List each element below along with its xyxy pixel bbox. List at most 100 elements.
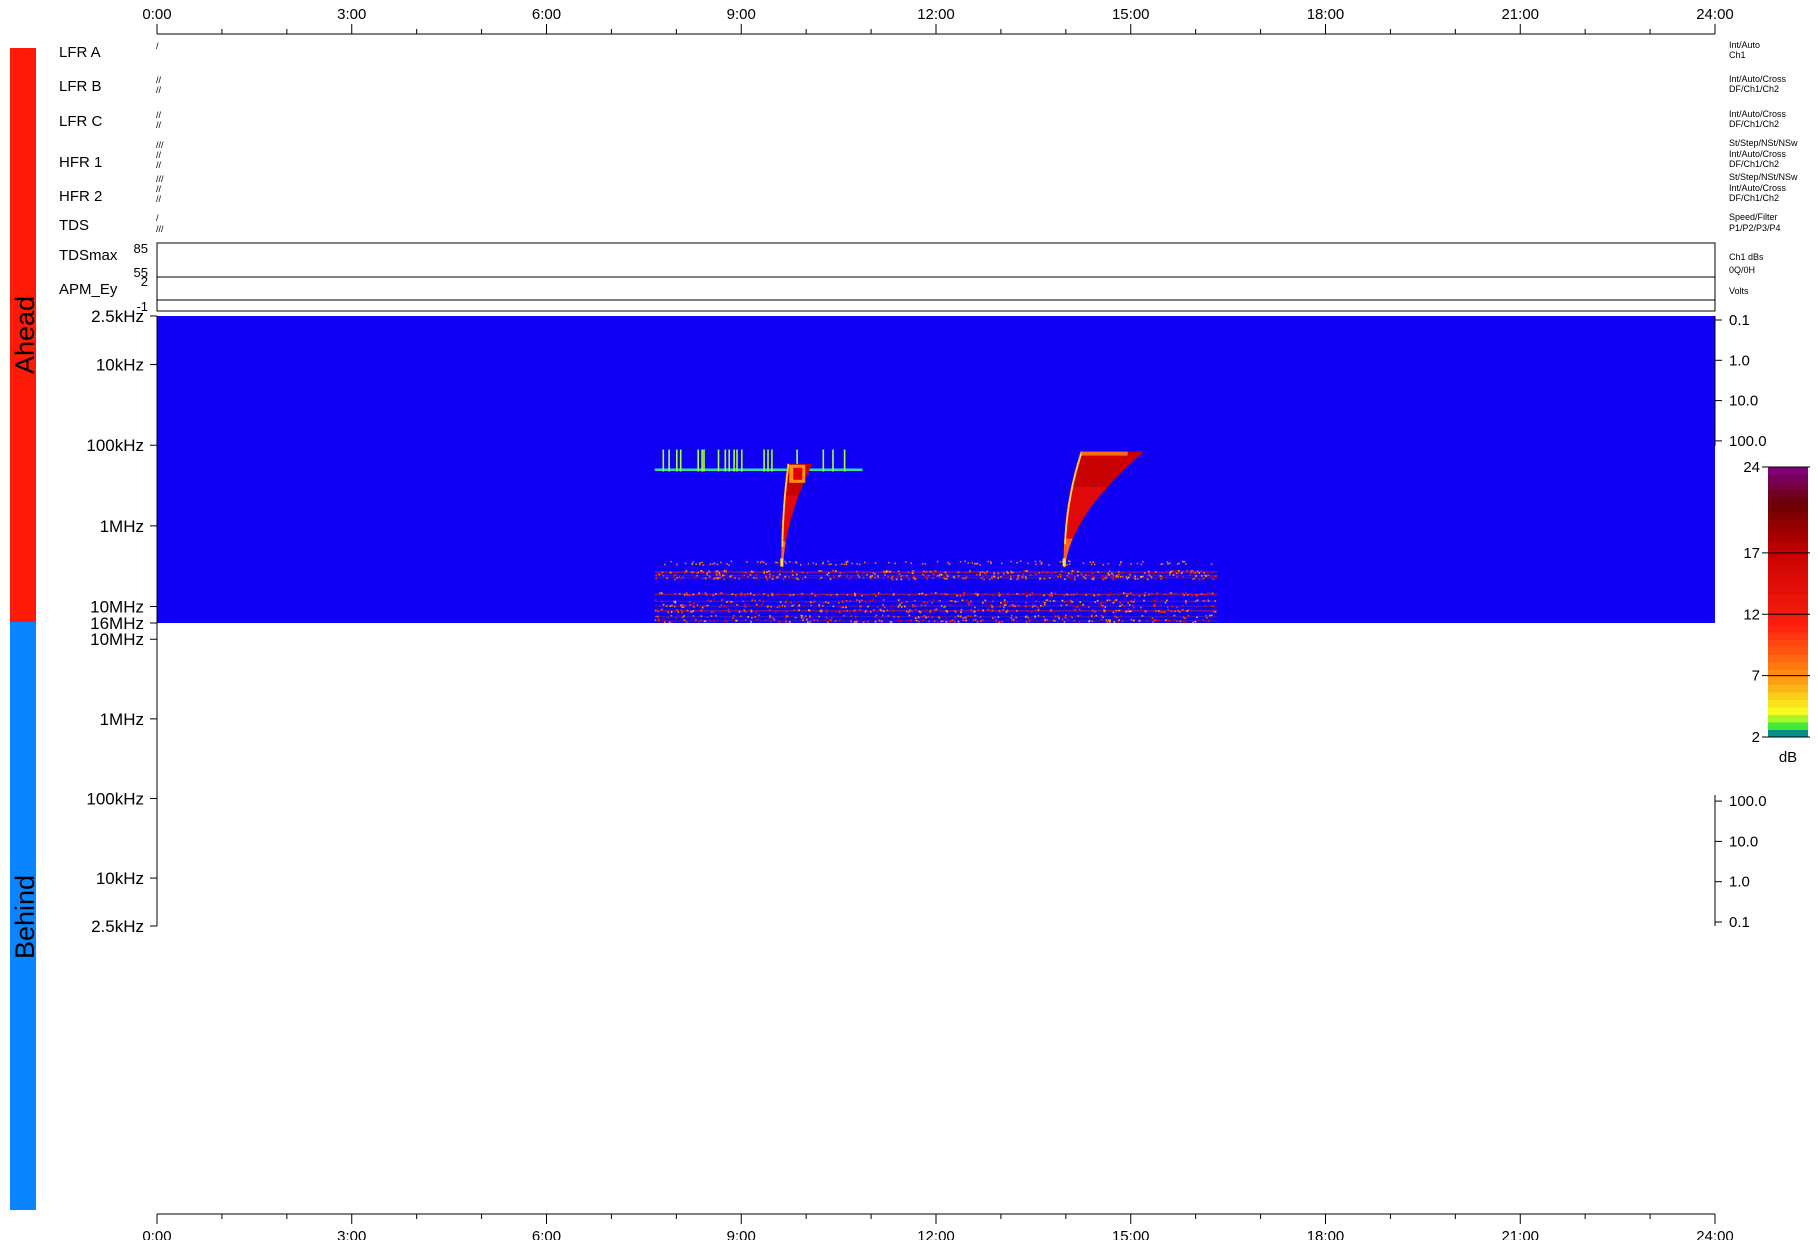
noise-speckle — [700, 615, 703, 617]
noise-speckle — [1209, 614, 1211, 617]
noise-speckle — [839, 572, 842, 574]
noise-speckle — [1196, 619, 1199, 622]
noise-speckle — [692, 615, 695, 617]
noise-speckle — [1048, 564, 1050, 566]
noise-speckle — [1025, 592, 1028, 594]
noise-speckle — [701, 606, 704, 609]
noise-speckle — [1101, 575, 1104, 577]
noise-speckle — [1039, 577, 1041, 580]
noise-speckle — [866, 610, 868, 612]
burst-edge — [1069, 495, 1072, 499]
noise-speckle — [769, 576, 771, 578]
noise-speckle — [858, 600, 861, 602]
noise-speckle — [891, 578, 893, 580]
noise-speckle — [992, 600, 994, 603]
noise-speckle — [1196, 599, 1199, 602]
noise-speckle — [720, 570, 722, 573]
noise-speckle — [975, 618, 977, 621]
noise-speckle — [943, 577, 945, 579]
top-time-label: 18:00 — [1307, 6, 1345, 23]
noise-speckle — [1035, 563, 1037, 566]
noise-speckle — [1167, 609, 1170, 611]
burst-segment — [784, 491, 800, 494]
burst-edge — [1066, 514, 1069, 518]
instrument-mode-text: Ch1 — [1729, 50, 1746, 60]
noise-speckle — [1207, 620, 1210, 622]
noise-speckle — [709, 620, 711, 622]
noise-speckle — [1006, 577, 1008, 579]
colorbar-segment — [1768, 527, 1808, 535]
instrument-mode-mark: // — [156, 120, 162, 130]
burst-segment — [782, 514, 792, 518]
noise-speckle — [720, 604, 723, 606]
noise-speckle — [1066, 564, 1068, 566]
noise-speckle — [1153, 619, 1156, 622]
interference-spike — [724, 449, 727, 472]
noise-speckle — [1152, 621, 1154, 623]
noise-speckle — [1169, 616, 1172, 618]
noise-speckle — [789, 594, 792, 596]
noise-speckle — [998, 594, 1000, 597]
noise-speckle — [834, 595, 837, 597]
noise-speckle — [877, 576, 879, 579]
noise-speckle — [968, 603, 971, 606]
noise-speckle — [666, 605, 668, 607]
noise-speckle — [796, 573, 798, 576]
colorbar-segment — [1768, 549, 1808, 558]
colorbar-segment — [1768, 609, 1808, 618]
noise-speckle — [1108, 570, 1111, 573]
noise-speckle — [929, 611, 931, 613]
burst-edge — [1079, 455, 1081, 459]
ahead-right-label: 100.0 — [1729, 433, 1767, 450]
noise-speckle — [671, 604, 673, 607]
noise-speckle — [1183, 594, 1185, 596]
noise-speckle — [1203, 577, 1206, 579]
noise-speckle — [872, 572, 875, 574]
noise-speckle — [703, 572, 705, 574]
noise-speckle — [1018, 593, 1021, 596]
noise-speckle — [878, 594, 880, 597]
noise-speckle — [1048, 594, 1051, 596]
burst-segment — [1063, 552, 1068, 556]
noise-speckle — [1043, 594, 1045, 597]
noise-speckle — [670, 611, 673, 613]
instrument-mode-mark: // — [156, 194, 162, 204]
noise-speckle — [1029, 619, 1031, 621]
noise-speckle — [1027, 562, 1029, 565]
noise-speckle — [772, 575, 774, 577]
noise-speckle — [772, 617, 775, 619]
noise-speckle — [688, 601, 691, 603]
noise-speckle — [962, 619, 965, 622]
noise-speckle — [1137, 578, 1139, 580]
noise-speckle — [1068, 576, 1070, 578]
type-iii-bursts — [780, 451, 1143, 568]
noise-speckle — [856, 620, 858, 623]
noise-speckle — [873, 609, 875, 611]
noise-speckle — [673, 575, 675, 578]
noise-speckle — [1039, 560, 1041, 562]
instrument-name: HFR 1 — [59, 154, 102, 171]
noise-speckle — [901, 602, 903, 604]
instrument-name: LFR C — [59, 113, 103, 130]
noise-speckle — [730, 560, 733, 563]
noise-speckle — [860, 599, 863, 602]
noise-speckle — [673, 600, 675, 603]
noise-speckle — [945, 617, 947, 619]
noise-speckle — [1155, 619, 1158, 622]
noise-speckle — [742, 600, 745, 603]
burst-edge — [781, 537, 784, 540]
noise-speckle — [841, 600, 843, 602]
burst-segment — [784, 492, 799, 496]
noise-speckle — [1088, 606, 1090, 608]
noise-speckle — [945, 610, 948, 612]
noise-speckle — [869, 600, 872, 602]
noise-speckle — [992, 606, 994, 609]
noise-speckle — [1059, 575, 1062, 578]
noise-speckle — [831, 574, 833, 577]
noise-speckle — [705, 594, 708, 596]
noise-speckle — [657, 621, 660, 623]
noise-speckle — [1091, 614, 1093, 617]
noise-speckle — [961, 599, 964, 602]
noise-speckle — [715, 570, 717, 573]
burst-segment — [781, 530, 788, 533]
